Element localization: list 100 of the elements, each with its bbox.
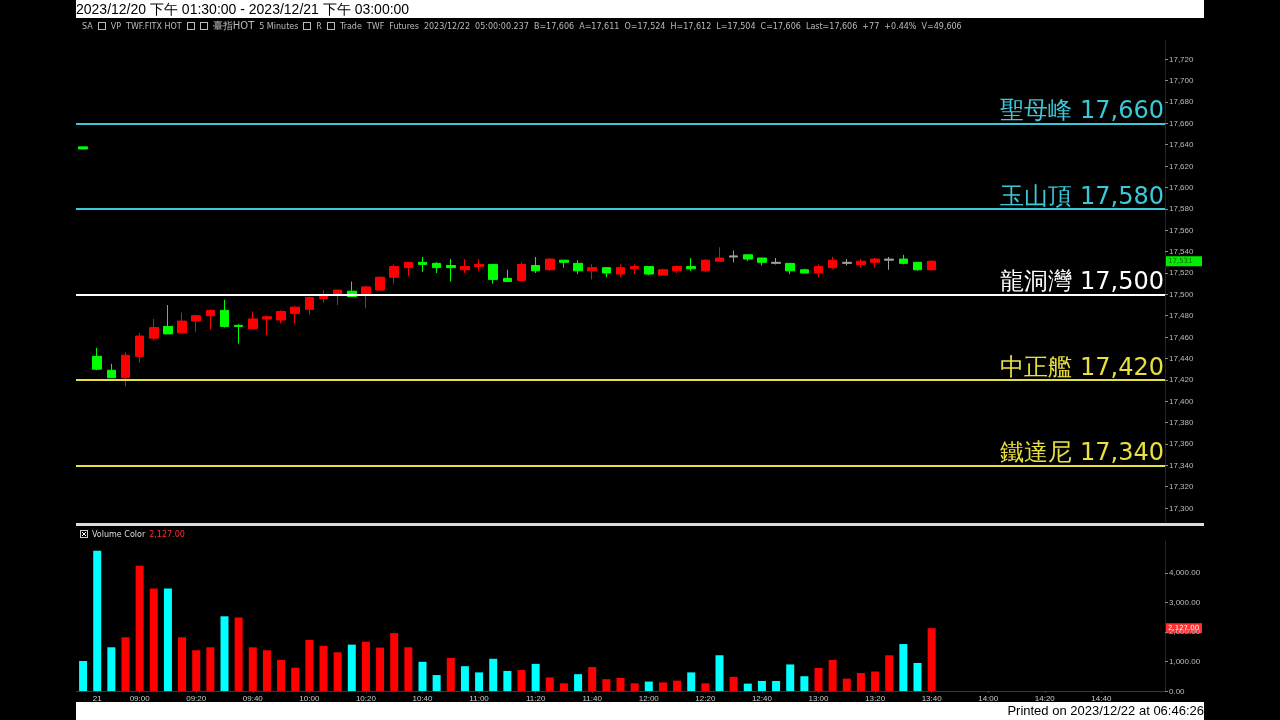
bar	[602, 679, 611, 691]
candlestick	[785, 262, 795, 275]
bar	[390, 633, 399, 691]
bar	[489, 658, 498, 691]
y-tick-label: 17,460	[1169, 332, 1195, 342]
y-tick-label: 17,340	[1169, 460, 1195, 470]
candlestick	[729, 250, 738, 263]
bar	[517, 670, 526, 691]
y-tick-label: 17,300	[1169, 503, 1195, 513]
bar	[333, 652, 342, 691]
candlestick	[715, 246, 724, 262]
candlestick	[135, 332, 144, 364]
bar	[559, 683, 568, 691]
text: 2,127.00	[149, 529, 185, 539]
bar	[687, 672, 696, 691]
bar	[871, 671, 880, 691]
bar	[673, 680, 682, 691]
candlestick	[488, 263, 498, 285]
bar	[178, 637, 187, 691]
x-tick-label: 14:20	[1034, 693, 1056, 703]
bar	[262, 650, 271, 691]
bar	[248, 647, 257, 691]
bar	[743, 683, 752, 691]
candlestick	[630, 263, 639, 275]
candlestick	[899, 254, 908, 265]
bar	[828, 660, 837, 691]
candlestick	[149, 318, 159, 341]
y-tick-label: 3,000.00	[1169, 597, 1201, 607]
candlestick	[206, 308, 215, 331]
bar	[432, 675, 441, 691]
bar	[376, 647, 385, 691]
x-tick-label: 12:40	[751, 693, 773, 703]
bar	[800, 676, 809, 691]
candlestick	[856, 258, 866, 269]
x-tick-label: 21	[92, 693, 103, 703]
y-tick-label: 17,520	[1169, 268, 1195, 278]
bar	[220, 616, 229, 691]
candlestick	[375, 275, 385, 291]
text: 臺指HOT	[212, 19, 255, 33]
ref-line-label: 龍洞灣 17,500	[1000, 267, 1164, 296]
x-tick-label: 14:00	[978, 693, 999, 703]
candlestick	[927, 259, 936, 272]
bar	[361, 641, 370, 691]
bar	[856, 672, 865, 691]
bar	[149, 588, 158, 691]
bar	[574, 674, 583, 691]
bar	[545, 677, 554, 691]
text: TWF.FITX HOT	[126, 21, 182, 31]
candlestick	[404, 261, 413, 277]
bar	[885, 655, 894, 691]
bar	[658, 682, 667, 691]
candlestick	[884, 256, 894, 271]
x-tick-label: 11:40	[582, 693, 603, 703]
candlestick	[800, 268, 809, 274]
bar	[460, 666, 469, 691]
y-tick-label: 4,000.00	[1169, 568, 1201, 578]
candlestick	[163, 304, 173, 335]
y-tick-label: 17,640	[1169, 140, 1195, 150]
candlestick	[389, 263, 399, 285]
bar	[814, 667, 823, 691]
x-tick-label: 09:00	[129, 693, 151, 703]
x-tick-label: 10:40	[412, 693, 434, 703]
y-tick-label: 17,540	[1169, 247, 1195, 257]
bar	[107, 647, 116, 691]
x-tick-label: 11:20	[525, 693, 546, 703]
y-tick-label: 17,680	[1169, 97, 1195, 107]
y-tick-label: 17,700	[1169, 76, 1195, 86]
bar	[79, 660, 88, 691]
bar	[446, 657, 455, 691]
x-tick-label: 13:40	[921, 693, 943, 703]
candlestick	[248, 310, 258, 330]
y-tick-label: 17,560	[1169, 225, 1195, 235]
text: Trade	[339, 21, 362, 31]
y-tick-label: 17,400	[1169, 396, 1195, 406]
candlestick	[913, 261, 922, 272]
y-tick-label: 17,320	[1169, 482, 1195, 492]
bar	[842, 678, 851, 691]
candlestick	[870, 257, 880, 269]
y-tick-label: 17,380	[1169, 418, 1195, 428]
candlestick	[757, 257, 767, 266]
text: 2023/12/22 05:00:00.237 B=17,606 A=17,611 O=17,524 H=17,612 L=17,504 C=17,606 Last=17,606 +77 +0.44% V=49,606	[423, 21, 962, 31]
ref-line-label: 聖母峰 17,660	[1000, 96, 1164, 125]
candlestick	[290, 305, 300, 324]
bar	[121, 637, 130, 691]
candlestick	[418, 256, 427, 273]
ref-line-label: 玉山頂 17,580	[1000, 181, 1164, 210]
x-tick-label: 13:00	[808, 693, 830, 703]
bar	[206, 647, 215, 691]
y-tick-label: 17,420	[1169, 375, 1195, 385]
candlestick	[602, 267, 611, 278]
x-tick-label: 09:20	[186, 693, 207, 703]
bar	[927, 628, 936, 691]
bar	[616, 678, 625, 691]
candlestick	[460, 258, 470, 274]
y-tick-label: 17,660	[1169, 118, 1195, 128]
x-tick-label: 09:40	[242, 693, 264, 703]
candlestick	[276, 309, 286, 324]
x-tick-label: 11:00	[469, 693, 490, 703]
candlestick	[672, 265, 682, 274]
chart-title: 2023/12/20 下午 01:30:00 - 2023/12/21 下午 03:00:00	[76, 0, 1204, 18]
